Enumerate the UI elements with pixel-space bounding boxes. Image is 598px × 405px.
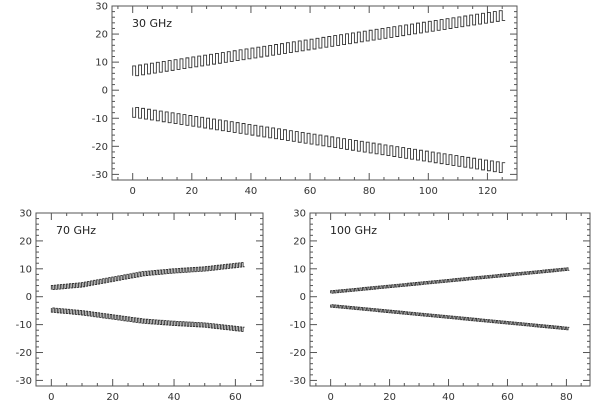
series-line-70ghz-lower [50,307,245,332]
y-tick-label: -20 [290,348,306,359]
y-tick-label: 20 [19,236,32,247]
x-tick-label: 40 [168,392,181,403]
series-line-100ghz-upper [330,267,570,294]
x-tick-label: 40 [442,392,455,403]
y-tick-label: -20 [16,348,32,359]
series-line-70ghz-upper [50,262,245,291]
x-tick-label: 60 [229,392,242,403]
y-tick-label: 10 [293,264,306,275]
y-tick-label: 30 [95,2,108,13]
panel-label-100ghz: 100 GHz [330,224,377,237]
y-tick-label: -30 [290,376,306,387]
x-tick-label: 0 [327,392,333,403]
y-tick-label: -10 [92,114,108,125]
series-line-30ghz-upper [132,10,506,77]
series-line-30ghz-lower [132,107,506,173]
y-tick-label: -20 [92,142,108,153]
y-tick-label: 0 [300,292,306,303]
x-tick-label: 60 [501,392,514,403]
y-tick-label: -10 [16,320,32,331]
y-tick-label: -30 [92,170,108,181]
x-tick-label: 0 [48,392,54,403]
x-tick-label: 120 [478,186,497,197]
x-tick-label: 100 [419,186,438,197]
x-tick-label: 60 [304,186,317,197]
series-line-100ghz-lower [330,304,570,331]
y-tick-label: -10 [290,320,306,331]
y-tick-label: 30 [19,209,32,220]
y-tick-label: 30 [293,209,306,220]
plot-frame-30ghz [111,5,518,181]
y-tick-label: 10 [19,264,32,275]
y-tick-label: 0 [102,86,108,97]
x-tick-label: 20 [383,392,396,403]
plot-frame-70ghz [35,212,264,387]
y-tick-label: 10 [95,58,108,69]
y-tick-label: -30 [16,376,32,387]
panel-label-70ghz: 70 GHz [56,224,96,237]
panel-label-30ghz: 30 GHz [132,17,172,30]
y-tick-label: 20 [293,236,306,247]
x-tick-label: 40 [245,186,258,197]
x-tick-label: 0 [130,186,136,197]
panel-100ghz: -30 -20 -10 0 10 20 30 0 20 40 60 80 100 GHz [290,209,591,403]
panel-30ghz: -30 -20 -10 0 10 20 30 0 20 40 60 80 100 120 30 GHz [92,2,518,197]
plot-frame-100ghz [309,212,591,387]
panel-70ghz: -30 -20 -10 0 10 20 30 0 20 40 60 70 GHz [16,209,264,403]
x-tick-label: 20 [185,186,198,197]
x-tick-label: 80 [560,392,573,403]
x-tick-label: 80 [363,186,376,197]
x-tick-label: 20 [106,392,119,403]
y-tick-label: 20 [95,30,108,41]
y-tick-label: 0 [26,292,32,303]
